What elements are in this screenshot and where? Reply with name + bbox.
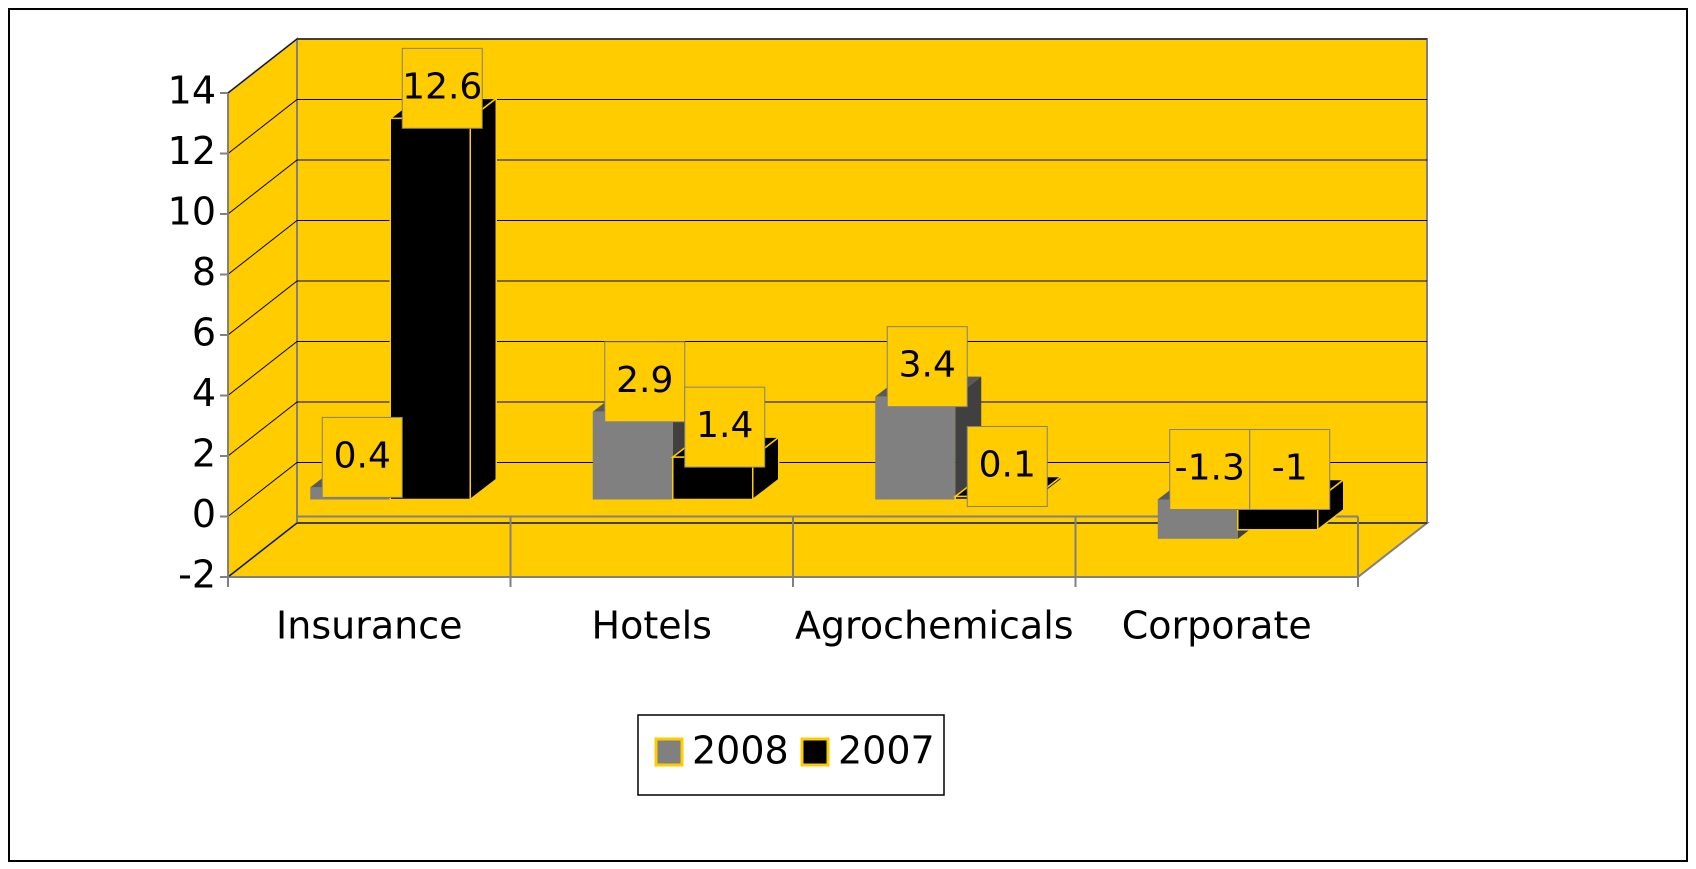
grid-line xyxy=(227,99,298,154)
grid-line xyxy=(227,220,298,275)
grid-line xyxy=(227,401,298,457)
bar xyxy=(875,396,956,500)
x-tick-label: Corporate xyxy=(1122,604,1312,648)
bar xyxy=(592,411,673,500)
data-label-box xyxy=(886,326,968,408)
grid-line xyxy=(227,280,298,336)
legend-swatch xyxy=(654,737,684,767)
bar-side xyxy=(469,96,497,502)
y-tick-label: 0 xyxy=(192,492,216,536)
data-label: 0.4 xyxy=(334,435,391,476)
bar xyxy=(389,117,471,501)
data-label-box xyxy=(684,386,766,468)
x-tick-label: Agrochemicals xyxy=(795,604,1074,648)
y-tick-label: 4 xyxy=(192,371,216,415)
x-tick-label: Hotels xyxy=(592,604,712,648)
y-tick-label: 10 xyxy=(168,190,216,234)
data-label-box xyxy=(321,416,403,498)
grid-line xyxy=(227,341,298,396)
data-label: -1 xyxy=(1272,448,1308,489)
y-tick-label: 12 xyxy=(168,129,216,173)
grid-line xyxy=(227,38,298,94)
grid-line xyxy=(227,159,298,215)
x-tick-label: Insurance xyxy=(276,604,462,648)
data-label: 0.1 xyxy=(979,444,1036,485)
data-label-box xyxy=(1169,429,1251,510)
y-tick-label: 6 xyxy=(192,311,216,355)
data-label-box xyxy=(401,47,483,129)
y-tick-label: 14 xyxy=(168,69,216,113)
data-label-box xyxy=(604,341,686,423)
data-label: -1.3 xyxy=(1175,448,1245,489)
legend-swatch xyxy=(800,737,830,767)
data-label: 12.6 xyxy=(402,66,482,107)
data-label-box xyxy=(966,425,1048,507)
legend-label: 2007 xyxy=(838,729,935,773)
data-label: 3.4 xyxy=(899,345,956,386)
data-label: 1.4 xyxy=(696,405,753,446)
y-tick-label: 8 xyxy=(192,250,216,294)
grid-line xyxy=(227,522,298,578)
legend-label: 2008 xyxy=(692,729,789,773)
data-label-box xyxy=(1249,429,1331,510)
legend-box xyxy=(637,714,945,796)
grid-line xyxy=(227,462,298,517)
y-tick-label: 2 xyxy=(192,432,216,476)
y-tick-label: -2 xyxy=(178,553,216,597)
data-label: 2.9 xyxy=(616,360,673,401)
